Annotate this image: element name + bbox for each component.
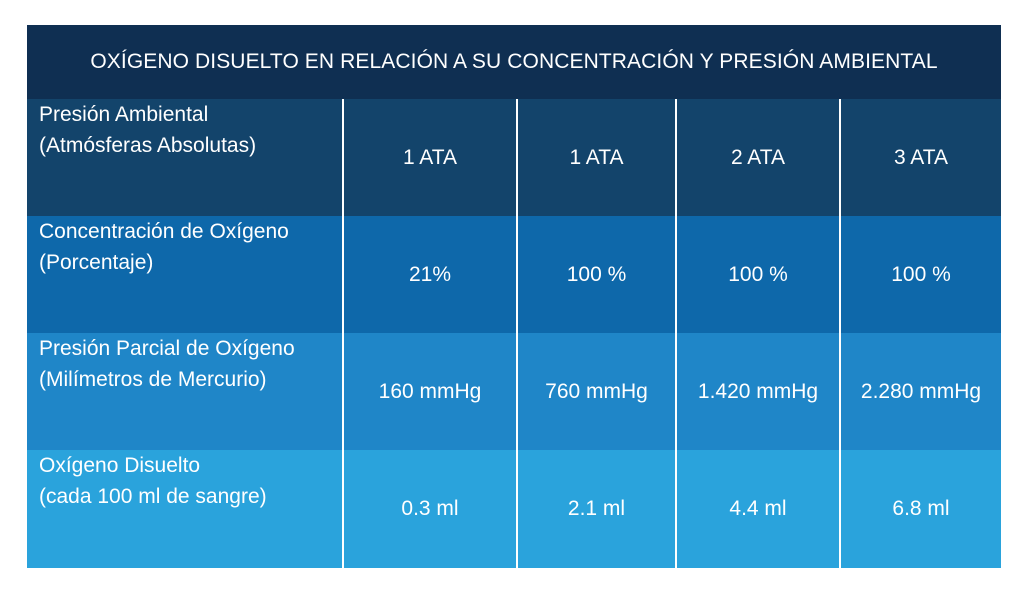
row-label-line2: (Porcentaje): [39, 251, 154, 274]
table-cell: 1 ATA: [342, 99, 516, 216]
row-label: Oxígeno Disuelto (cada 100 ml de sangre): [27, 450, 342, 568]
row-label-line2: (Milímetros de Mercurio): [39, 368, 267, 391]
row-label-line2: (cada 100 ml de sangre): [39, 485, 267, 508]
table-cell: 2.1 ml: [516, 450, 675, 568]
table-cell: 2.280 mmHg: [839, 333, 1001, 450]
table-cell: 2 ATA: [675, 99, 839, 216]
table-cell: 1 ATA: [516, 99, 675, 216]
table-cell: 3 ATA: [839, 99, 1001, 216]
table-row-oxygen-concentration: Concentración de Oxígeno (Porcentaje) 21…: [27, 216, 1001, 333]
row-label: Concentración de Oxígeno (Porcentaje): [27, 216, 342, 333]
table-row-partial-pressure: Presión Parcial de Oxígeno (Milímetros d…: [27, 333, 1001, 450]
row-label-line1: Concentración de Oxígeno: [39, 220, 289, 243]
table-cell: 160 mmHg: [342, 333, 516, 450]
row-label: Presión Parcial de Oxígeno (Milímetros d…: [27, 333, 342, 450]
table-title: OXÍGENO DISUELTO EN RELACIÓN A SU CONCEN…: [27, 25, 1001, 99]
row-label-line1: Presión Ambiental: [39, 103, 209, 126]
table-cell: 4.4 ml: [675, 450, 839, 568]
row-label: Presión Ambiental (Atmósferas Absolutas): [27, 99, 342, 216]
table-row-ambient-pressure: Presión Ambiental (Atmósferas Absolutas)…: [27, 99, 1001, 216]
table-cell: 100 %: [675, 216, 839, 333]
table-cell: 100 %: [839, 216, 1001, 333]
oxygen-table: OXÍGENO DISUELTO EN RELACIÓN A SU CONCEN…: [27, 25, 1001, 568]
table-cell: 760 mmHg: [516, 333, 675, 450]
row-label-line2: (Atmósferas Absolutas): [39, 134, 257, 157]
row-label-line1: Presión Parcial de Oxígeno: [39, 337, 295, 360]
table-row-dissolved-oxygen: Oxígeno Disuelto (cada 100 ml de sangre)…: [27, 450, 1001, 568]
table-cell: 1.420 mmHg: [675, 333, 839, 450]
table-cell: 21%: [342, 216, 516, 333]
table-cell: 6.8 ml: [839, 450, 1001, 568]
table-cell: 0.3 ml: [342, 450, 516, 568]
row-label-line1: Oxígeno Disuelto: [39, 454, 201, 477]
table-cell: 100 %: [516, 216, 675, 333]
